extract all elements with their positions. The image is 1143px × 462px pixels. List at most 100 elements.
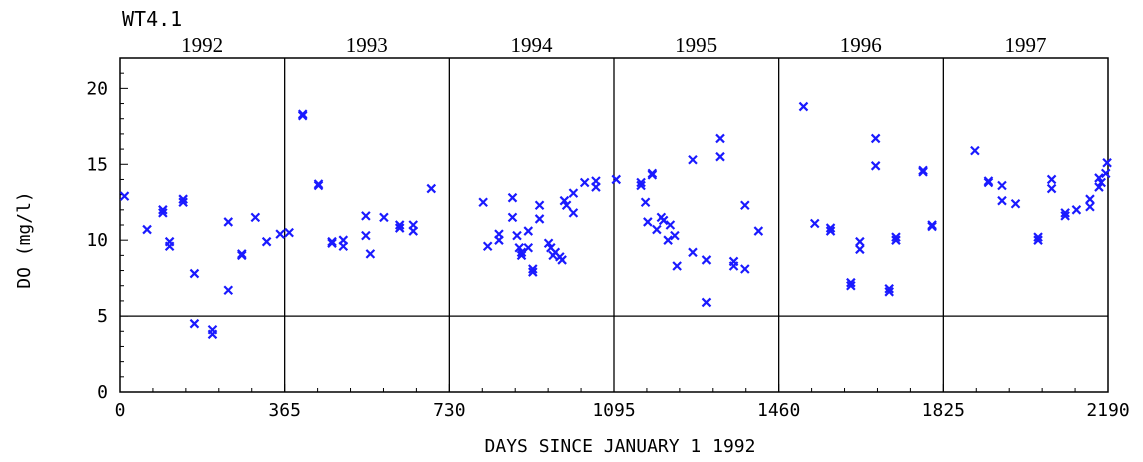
chart-title: WT4.1 [122, 7, 182, 31]
data-point [688, 247, 698, 258]
x-tick-label: 1825 [922, 400, 965, 421]
year-label: 1995 [675, 33, 717, 57]
year-labels: 1992 1993 1994 1995 1996 1997 [181, 33, 1046, 57]
data-point [207, 329, 218, 340]
data-point [284, 227, 294, 238]
data-point [361, 230, 371, 241]
data-point [523, 226, 534, 236]
data-point [1085, 202, 1095, 212]
data-point [426, 183, 437, 194]
data-point [261, 236, 272, 247]
data-point [1085, 194, 1095, 204]
x-tick-label: 365 [268, 400, 301, 421]
data-point [1100, 168, 1111, 179]
data-point [1046, 174, 1057, 185]
data-point [523, 242, 534, 253]
data-point [891, 235, 901, 245]
data-point [798, 101, 809, 112]
data-point [534, 200, 545, 211]
data-point [884, 283, 894, 294]
data-point [507, 212, 518, 223]
data-point [970, 145, 980, 156]
data-point [846, 280, 856, 291]
x-axis-title: DAYS SINCE JANUARY 1 1992 [485, 436, 756, 457]
data-point [652, 224, 662, 235]
data-point [997, 195, 1007, 206]
data-point [670, 230, 680, 241]
data-point [579, 177, 590, 188]
data-point [494, 229, 504, 239]
year-label: 1996 [840, 33, 882, 57]
y-tick-label: 20 [86, 78, 108, 99]
x-tick-label: 0 [115, 400, 126, 421]
y-tick-label: 5 [97, 306, 108, 327]
data-point [158, 205, 168, 215]
data-point [1046, 183, 1057, 194]
data-point [119, 191, 130, 201]
data-point [1071, 205, 1082, 215]
y-axis-title: DO (mg/l) [14, 191, 35, 289]
data-point [825, 223, 836, 233]
data-point [516, 250, 527, 261]
data-point [1033, 232, 1043, 242]
data-point [313, 179, 324, 189]
data-point [361, 211, 371, 221]
data-point [394, 220, 405, 230]
data-point [223, 285, 234, 296]
data-point [158, 208, 168, 218]
data-point [189, 318, 200, 329]
data-point [1010, 198, 1021, 209]
data-point [275, 229, 285, 239]
data-point [658, 215, 669, 226]
data-point [507, 192, 518, 203]
data-point [1096, 177, 1107, 188]
data-point [870, 161, 881, 171]
x-tick-label: 1095 [592, 400, 635, 421]
data-point [568, 188, 579, 198]
data-point [715, 151, 725, 162]
data-point [740, 264, 750, 274]
data-point [1033, 235, 1043, 245]
data-point [297, 110, 308, 121]
data-point [672, 261, 682, 271]
year-label: 1993 [346, 33, 388, 57]
data-point [846, 277, 856, 288]
data-point [701, 255, 712, 265]
data-point [338, 241, 349, 252]
data-point [809, 218, 820, 229]
data-point [825, 226, 836, 236]
data-point [753, 226, 764, 236]
year-label: 1992 [181, 33, 223, 57]
x-tick-label: 1460 [757, 400, 800, 421]
data-point [478, 197, 488, 208]
data-point [561, 200, 572, 211]
data-point [408, 226, 419, 236]
data-point [512, 230, 522, 241]
data-point [237, 249, 247, 259]
data-point [250, 212, 261, 223]
data-point [223, 217, 234, 227]
data-point [189, 268, 200, 279]
data-point [636, 177, 646, 188]
data-point [643, 217, 653, 227]
data-point [884, 287, 894, 297]
data-point [516, 247, 527, 258]
data-point [983, 176, 994, 186]
data-point [665, 220, 676, 230]
gridlines [120, 58, 1108, 392]
data-point [379, 212, 389, 223]
data-point [611, 174, 622, 185]
data-point [1060, 211, 1070, 221]
data-point [528, 264, 538, 274]
y-axis: 0 5 10 15 20 [86, 57, 128, 403]
data-point [647, 168, 658, 179]
data-point [891, 232, 901, 242]
data-point [568, 208, 579, 218]
x-tick-label: 2190 [1086, 400, 1129, 421]
data-point [640, 197, 651, 208]
data-point [365, 249, 376, 259]
data-point [740, 200, 750, 211]
data-point [482, 241, 493, 252]
data-points [119, 101, 1112, 340]
